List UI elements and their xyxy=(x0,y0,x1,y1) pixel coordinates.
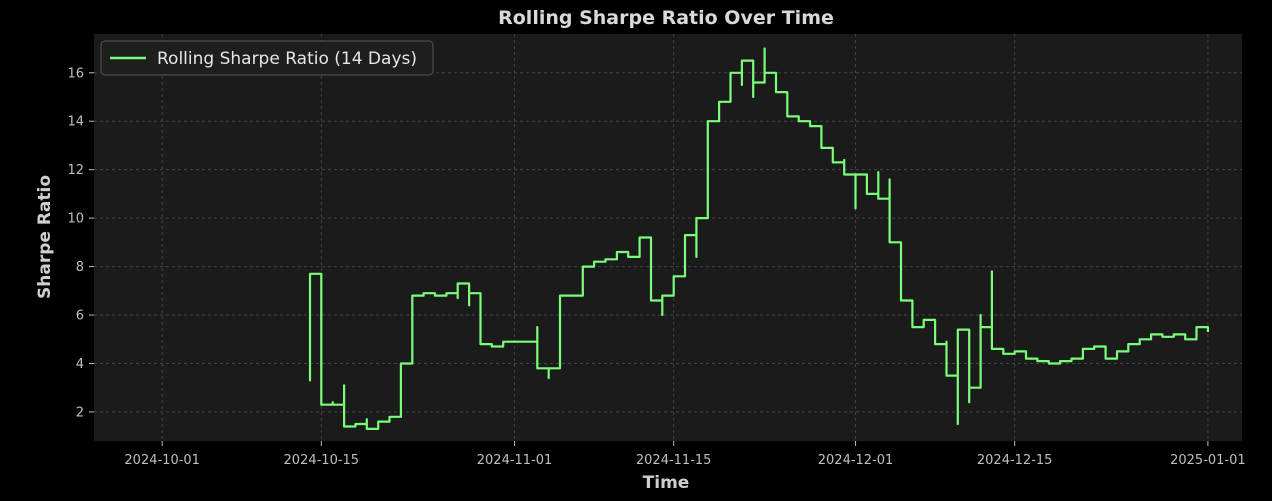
plot-area xyxy=(94,34,1242,441)
y-tick-label: 2 xyxy=(76,405,84,420)
x-tick-label: 2025-01-01 xyxy=(1170,453,1246,468)
y-tick-label: 4 xyxy=(76,357,84,372)
legend-box xyxy=(100,40,434,76)
y-tick-label: 6 xyxy=(76,309,84,324)
y-tick-label: 8 xyxy=(76,260,84,275)
sharpe-ratio-line xyxy=(308,47,1209,430)
x-tick-label: 2024-12-15 xyxy=(977,453,1053,468)
x-tick-label: 2024-10-01 xyxy=(124,453,200,468)
y-tick-label: 12 xyxy=(67,163,84,178)
y-tick-label: 16 xyxy=(67,66,84,81)
x-tick-label: 2024-10-15 xyxy=(284,453,360,468)
legend: Rolling Sharpe Ratio (14 Days) xyxy=(100,40,434,76)
legend-label: Rolling Sharpe Ratio (14 Days) xyxy=(157,49,417,69)
x-tick-label: 2024-11-01 xyxy=(477,453,553,468)
x-tick-label: 2024-11-15 xyxy=(636,453,712,468)
y-tick-label: 14 xyxy=(67,115,84,130)
x-axis-title: Time xyxy=(643,473,690,493)
chart-title: Rolling Sharpe Ratio Over Time xyxy=(498,7,834,29)
y-axis-title: Sharpe Ratio xyxy=(35,175,55,299)
y-tick-label: 10 xyxy=(67,212,84,227)
axis-ticks: 2024-10-01 2024-10-15 2024-11-01 2024-11-15… xyxy=(67,66,1245,468)
x-tick-label: 2024-12-01 xyxy=(818,453,894,468)
